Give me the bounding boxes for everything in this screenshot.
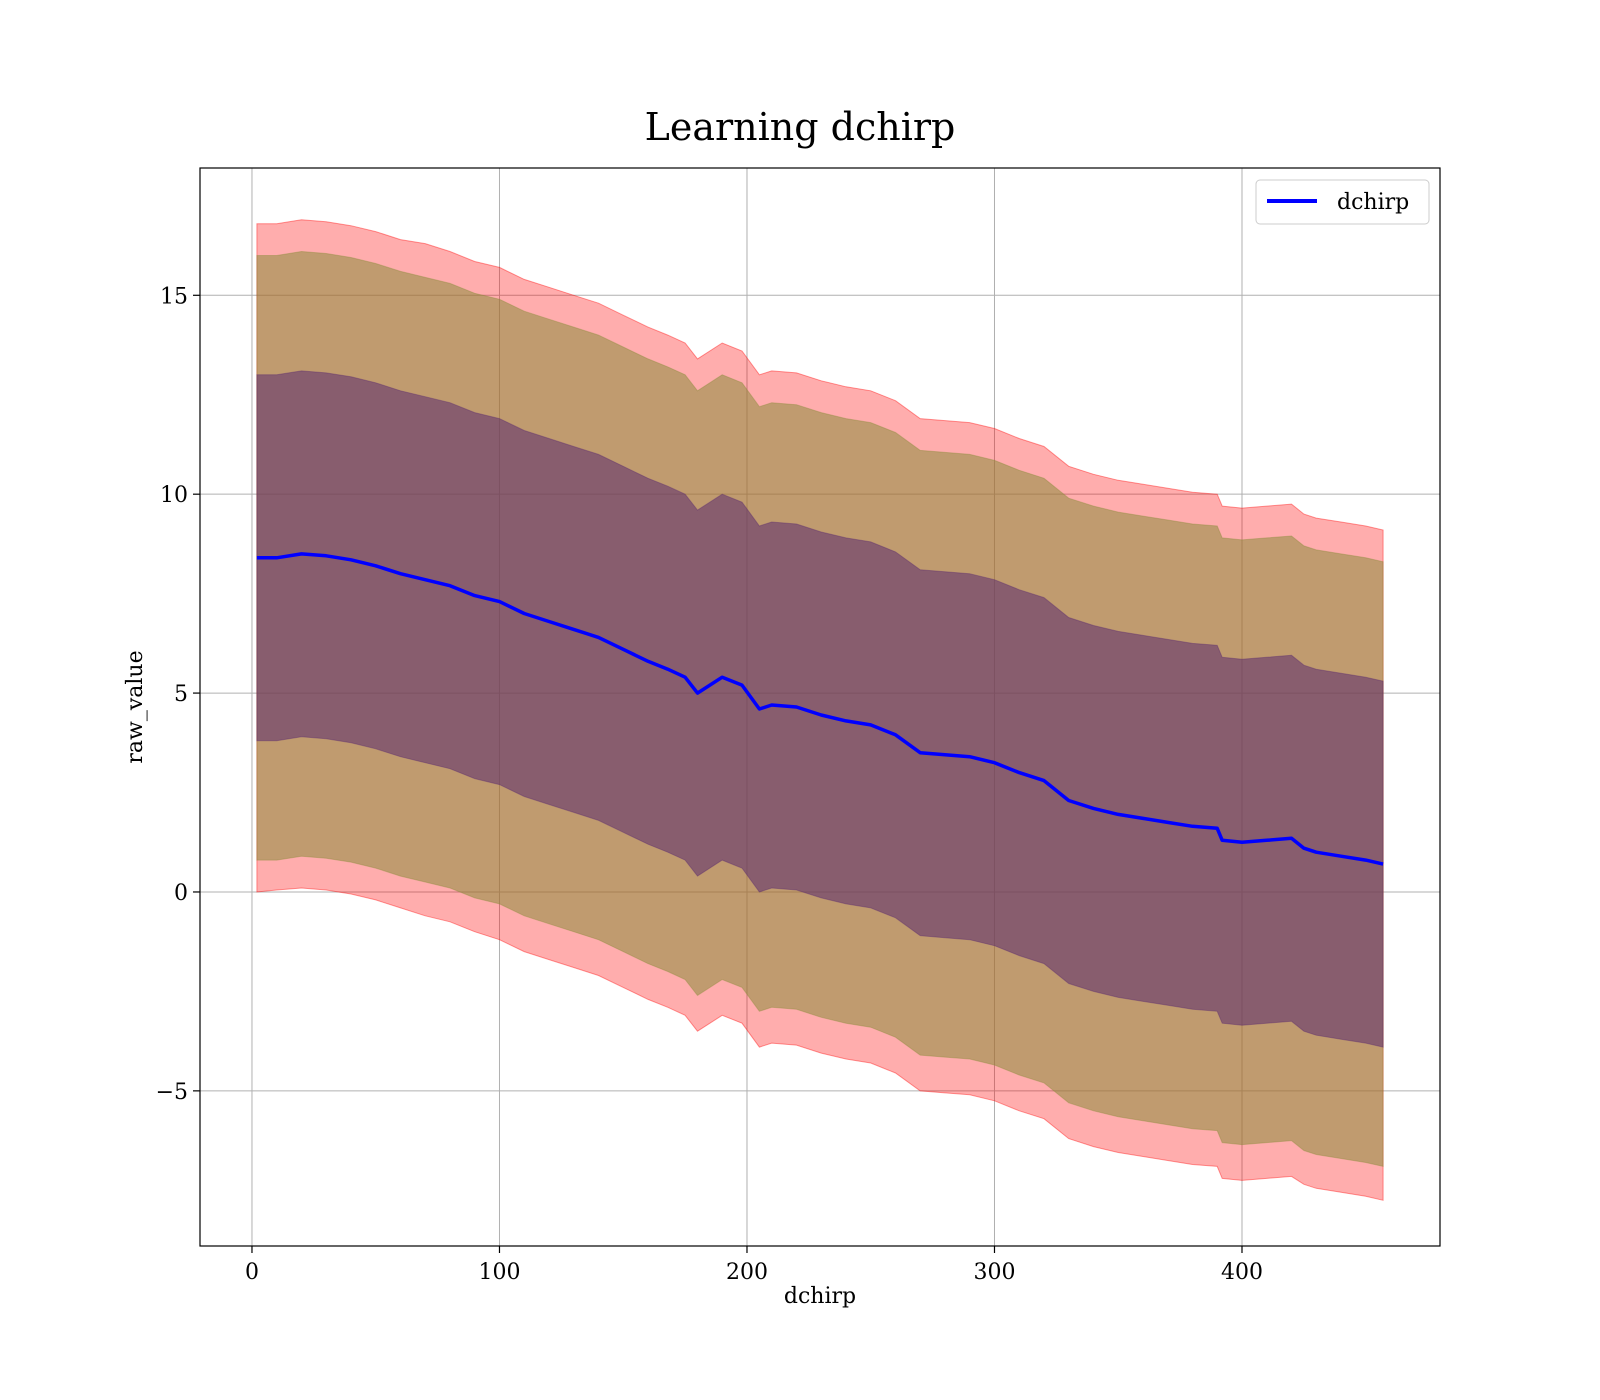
series-line-dchirp (256, 552, 1384, 866)
legend-label-dchirp: dchirp (1337, 190, 1409, 215)
x-axis-label: dchirp (784, 1284, 856, 1309)
series-lines (256, 552, 1384, 866)
chart-title: Learning dchirp (645, 105, 956, 149)
plot-area-frame (199, 167, 1441, 1247)
y-tick-label: −5 (156, 1080, 188, 1105)
x-tick-label: 400 (1221, 1260, 1263, 1285)
x-tick-label: 100 (478, 1260, 520, 1285)
legend-box (1255, 179, 1430, 225)
band-inner (256, 370, 1384, 1048)
axis-ticks: 0 100 200 300 400 −5 0 5 10 15 (156, 284, 1263, 1285)
y-axis-label: raw_value (123, 650, 148, 763)
legend: dchirp (1255, 179, 1430, 225)
x-tick-label: 0 (245, 1260, 259, 1285)
y-tick-label: 5 (174, 682, 188, 707)
y-tick-label: 0 (174, 881, 188, 906)
x-tick-label: 300 (973, 1260, 1015, 1285)
y-tick-label: 15 (160, 284, 188, 309)
x-tick-label: 200 (726, 1260, 768, 1285)
confidence-bands (256, 219, 1384, 1201)
y-tick-label: 10 (160, 483, 188, 508)
